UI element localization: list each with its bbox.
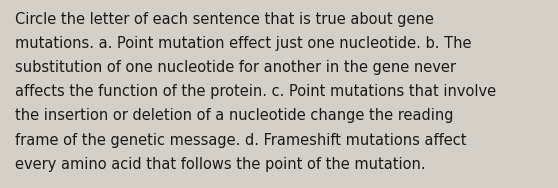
Text: the insertion or deletion of a nucleotide change the reading: the insertion or deletion of a nucleotid…	[15, 108, 454, 124]
Text: frame of the genetic message. d. Frameshift mutations affect: frame of the genetic message. d. Framesh…	[15, 133, 466, 148]
Text: affects the function of the protein. c. Point mutations that involve: affects the function of the protein. c. …	[15, 84, 496, 99]
Text: mutations. a. Point mutation effect just one nucleotide. b. The: mutations. a. Point mutation effect just…	[15, 36, 472, 51]
Text: Circle the letter of each sentence that is true about gene: Circle the letter of each sentence that …	[15, 12, 434, 27]
Text: substitution of one nucleotide for another in the gene never: substitution of one nucleotide for anoth…	[15, 60, 456, 75]
Text: every amino acid that follows the point of the mutation.: every amino acid that follows the point …	[15, 157, 426, 172]
